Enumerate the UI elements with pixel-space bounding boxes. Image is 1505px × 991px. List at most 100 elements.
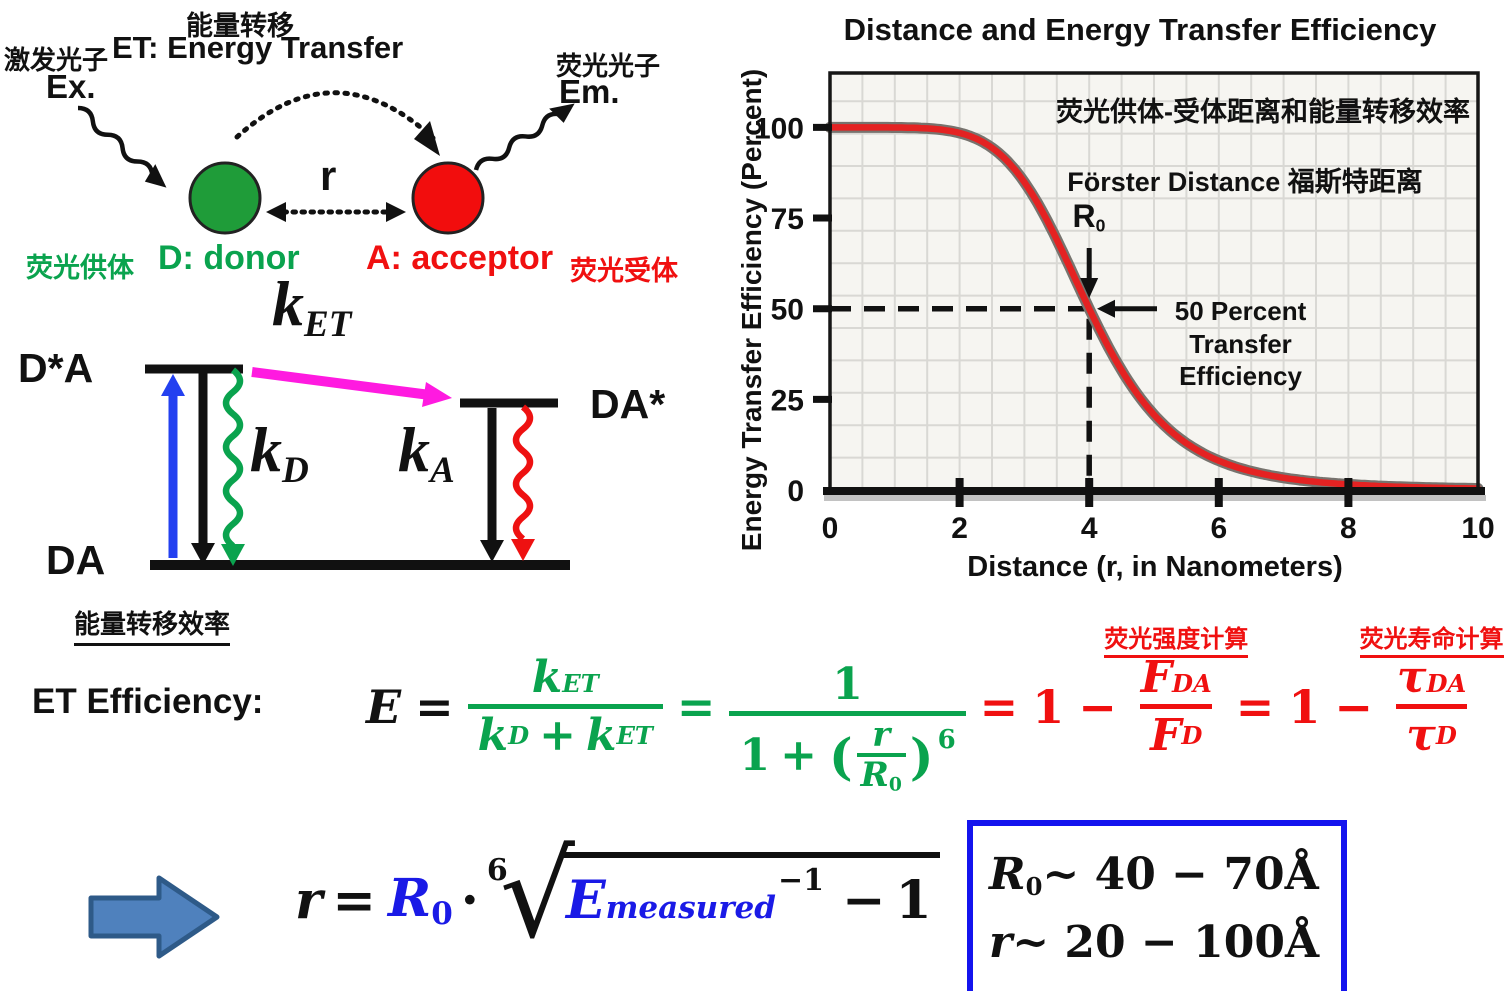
zero-subscript: 0	[431, 895, 453, 932]
zero-subscript: 0	[1025, 871, 1043, 901]
energy-transfer-cn-title: 能量转移	[186, 11, 294, 41]
radical-sign: √	[499, 825, 575, 964]
da-subscript: DA	[1172, 668, 1212, 698]
x-tick-label: 2	[951, 512, 968, 545]
minus-sign: −	[841, 869, 886, 931]
r0-subscript: 0	[1095, 215, 1106, 236]
donor-cn-label: 荧光供体	[26, 253, 134, 283]
x-tick-label: 6	[1210, 512, 1227, 545]
r-over-r0-fraction: r R0	[856, 717, 906, 797]
k-symbol: k	[398, 414, 430, 485]
equals-sign: =	[676, 680, 716, 734]
fret-diagram-graphics	[77, 90, 575, 570]
distance-r-label: r	[320, 152, 337, 199]
y-tick-label: 75	[771, 203, 804, 236]
y-tick-label: 50	[771, 294, 804, 327]
r0-symbol: R	[1072, 198, 1096, 234]
lifetime-note: 荧光寿命计算	[1359, 619, 1504, 658]
efficiency-caption: 能量转移效率	[74, 604, 231, 646]
distance-arrowhead-right-icon	[386, 202, 406, 222]
energy-transfer-arc	[234, 90, 436, 141]
acceptor-circle	[411, 161, 485, 235]
acceptor-cn-label: 荧光受体	[570, 256, 678, 286]
one-digit: 1	[739, 730, 771, 782]
d-subscript: D	[1435, 720, 1457, 750]
right-paren: )	[909, 727, 934, 787]
acceptor-label: A: acceptor	[366, 239, 554, 277]
k-symbol: k	[531, 651, 563, 703]
ka-rate-label: kA	[398, 418, 455, 492]
plus-sign: +	[780, 730, 817, 782]
ket-transfer-arrow	[251, 367, 431, 400]
equals-sign: =	[415, 680, 454, 734]
y-tick-label: 100	[754, 112, 804, 145]
symbol-E: E	[366, 680, 402, 734]
r0-term: R0	[388, 868, 453, 932]
efficiency-curve	[826, 124, 1482, 492]
et-subscript: ET	[304, 304, 352, 346]
one-digit: 1	[1288, 680, 1321, 734]
r-symbol: r	[989, 917, 1013, 969]
acceptor-emission-wavy-arrow	[512, 404, 534, 542]
donor-circle	[188, 161, 262, 235]
d-subscript: D	[282, 450, 309, 492]
k-symbol: k	[585, 709, 617, 761]
x-tick-label: 10	[1461, 512, 1494, 545]
acceptor-excited-state-label: DA*	[590, 381, 666, 427]
a-subscript: A	[430, 450, 455, 492]
fifty-percent-annotation: 50 Percent Transfer Efficiency	[1153, 295, 1328, 393]
r-range-line: r~ 20 − 100Å	[989, 921, 1325, 965]
energy-transfer-arc-arrowhead-icon	[414, 121, 440, 156]
x-tick-label: 8	[1340, 512, 1357, 545]
one-digit: 1	[832, 659, 863, 711]
x-tick-label: 4	[1081, 512, 1098, 545]
tau-symbol: τ	[1396, 651, 1427, 703]
E-symbol: E	[565, 869, 606, 931]
minus-sign: −	[1334, 680, 1373, 734]
distance-arrowhead-left-icon	[266, 202, 286, 222]
acceptor-emission-arrowhead-icon	[511, 539, 535, 561]
excitation-photon-cn-label: 激发光子	[4, 45, 109, 75]
r0-range-value: ~ 40 − 70Å	[1042, 848, 1319, 900]
r-symbol: r	[295, 869, 323, 931]
typical-range-box: R0~ 40 − 70Å r~ 20 − 100Å	[967, 820, 1347, 991]
R-symbol: R	[860, 755, 889, 796]
inverse-superscript: −1	[777, 862, 824, 898]
donor-emission-wavy-arrow	[222, 367, 244, 549]
fifty-line-3: Efficiency	[1179, 361, 1302, 391]
left-paren: (	[828, 727, 853, 787]
chart-y-axis-label: Energy Transfer Efficiency (Percent)	[736, 68, 767, 552]
grid-lines	[830, 73, 1478, 490]
r0-range-line: R0~ 40 − 70Å	[989, 852, 1325, 901]
zero-subscript: 0	[888, 774, 902, 797]
root-index: 6	[486, 852, 508, 888]
measured-subscript: measured	[605, 889, 776, 926]
tau-symbol: τ	[1406, 709, 1436, 761]
R-symbol: R	[387, 868, 432, 930]
intensity-note: 荧光强度计算	[1104, 619, 1249, 658]
r-range-value: ~ 20 − 100Å	[1012, 917, 1320, 969]
acceptor-decay-arrowhead-icon	[480, 540, 504, 562]
donor-label: D: donor	[158, 239, 300, 277]
k-symbol: k	[272, 268, 304, 339]
forster-distance-label: Förster Distance 福斯特距离	[1067, 167, 1423, 197]
efficiency-distance-chart: 0 25 50 75 100 0 2 4 6 8 10 Distance and Energy Tr…	[725, 0, 1505, 600]
energy-transfer-en-title: ET: Energy Transfer	[112, 30, 404, 65]
excitation-label: Ex.	[46, 68, 96, 105]
equals-sign: =	[1235, 680, 1275, 734]
plus-sign: +	[539, 709, 576, 761]
fifty-line-2: Transfer	[1189, 328, 1292, 359]
F-symbol: F	[1140, 651, 1173, 703]
emission-label: Em.	[559, 73, 620, 110]
minus-sign: −	[1078, 680, 1117, 734]
et-efficiency-formula: E = k ET k D + k ET = 1 1 +( r R0 ) 6 = 1 − 荧光强…	[366, 612, 1504, 802]
da-subscript: DA	[1426, 668, 1467, 698]
ket-transfer-arrowhead-icon	[422, 382, 452, 407]
equals-sign: =	[979, 680, 1019, 734]
emission-wavy-arrow-icon	[473, 103, 575, 171]
